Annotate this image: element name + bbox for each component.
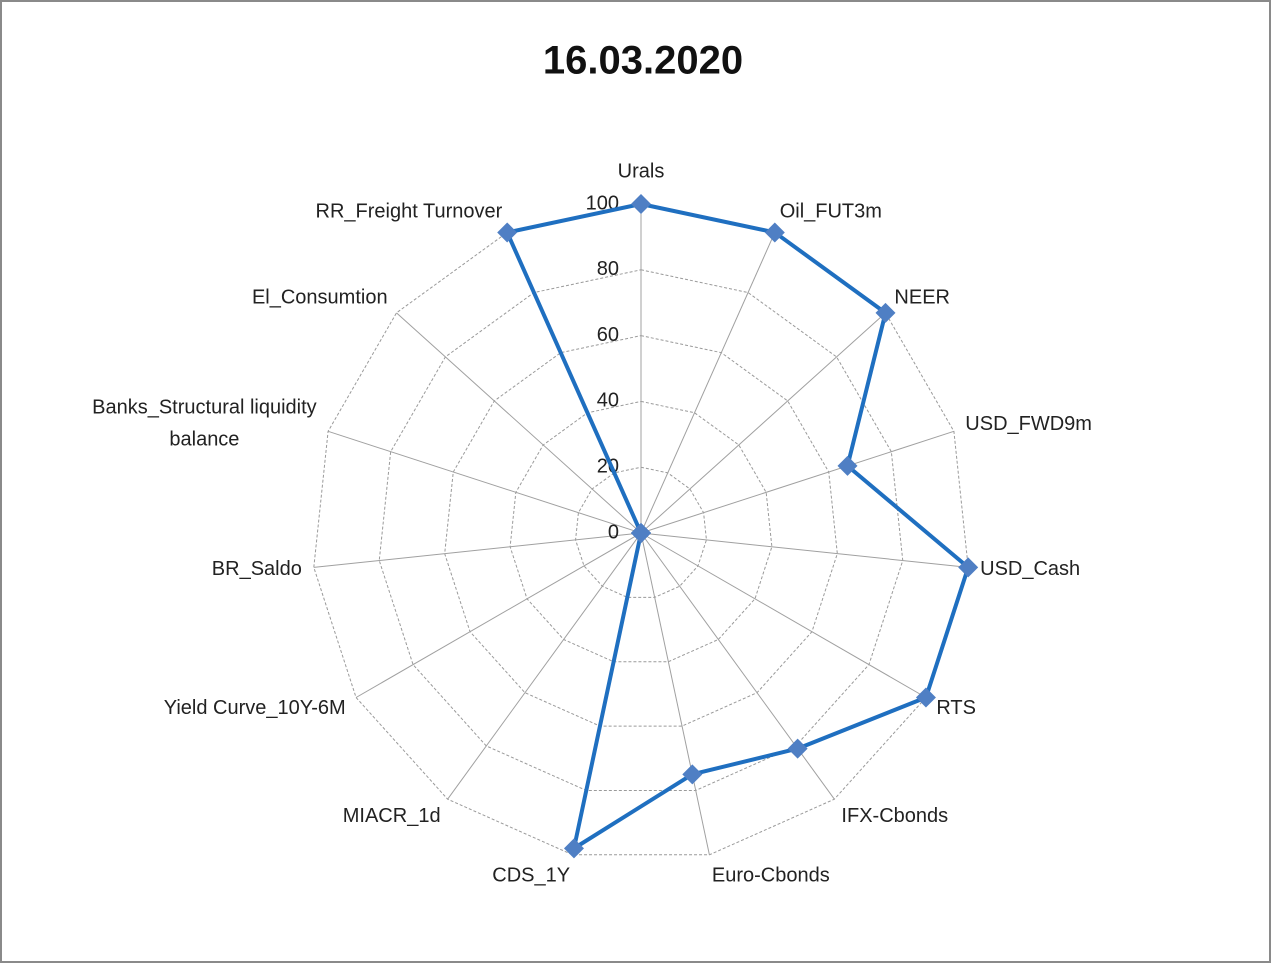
category-label: Oil_FUT3m bbox=[780, 201, 882, 223]
category-label: RTS bbox=[936, 697, 976, 719]
category-label: Yield Curve_10Y-6M bbox=[164, 697, 346, 719]
category-label: RR_Freight Turnover bbox=[316, 201, 503, 223]
spoke bbox=[396, 312, 642, 534]
data-marker bbox=[631, 523, 651, 543]
tick-label: 40 bbox=[597, 390, 619, 412]
category-label: El_Consumtion bbox=[252, 286, 388, 308]
category-label: USD_Cash bbox=[980, 558, 1080, 580]
grid-ring bbox=[444, 335, 838, 727]
tick-label: 0 bbox=[608, 521, 619, 543]
spoke bbox=[640, 312, 886, 534]
spoke bbox=[640, 532, 835, 800]
spoke bbox=[640, 232, 776, 534]
category-label: IFX-Cbonds bbox=[841, 805, 948, 827]
tick-label: 60 bbox=[597, 324, 619, 346]
data-marker bbox=[837, 455, 858, 476]
grid-ring bbox=[575, 466, 707, 598]
tick-label: 80 bbox=[597, 258, 619, 280]
data-marker bbox=[958, 557, 979, 578]
category-label: Urals bbox=[618, 160, 665, 182]
category-label: MIACR_1d bbox=[343, 805, 441, 827]
data-marker bbox=[682, 764, 703, 785]
spoke bbox=[640, 532, 969, 568]
data-marker bbox=[631, 194, 651, 214]
grid-ring bbox=[509, 400, 773, 663]
category-label: USD_FWD9m bbox=[965, 413, 1092, 435]
spoke bbox=[640, 430, 955, 534]
label-line: balance bbox=[169, 429, 239, 451]
spoke bbox=[640, 532, 710, 855]
data-marker bbox=[915, 687, 936, 708]
category-label: Euro-Cbonds bbox=[712, 865, 830, 887]
category-label: CDS_1Y bbox=[492, 865, 570, 887]
data-marker bbox=[875, 302, 896, 323]
label-line: Banks_Structural liquidity bbox=[92, 397, 317, 419]
chart-title: 16.03.2020 bbox=[543, 39, 743, 83]
category-label: BR_Saldo bbox=[212, 558, 302, 580]
grid-ring bbox=[378, 269, 904, 791]
grid-ring bbox=[313, 203, 969, 856]
data-marker bbox=[764, 222, 785, 243]
spoke bbox=[313, 532, 642, 568]
category-label: NEER bbox=[894, 286, 950, 308]
spoke bbox=[640, 532, 927, 698]
data-marker bbox=[497, 222, 518, 243]
data-marker bbox=[787, 738, 808, 759]
spoke bbox=[355, 532, 642, 698]
data-marker bbox=[563, 838, 584, 859]
spoke bbox=[447, 532, 642, 800]
category-label: Banks_Structural liquidity balance bbox=[92, 397, 317, 451]
series-line bbox=[505, 202, 971, 851]
spoke bbox=[327, 430, 642, 534]
